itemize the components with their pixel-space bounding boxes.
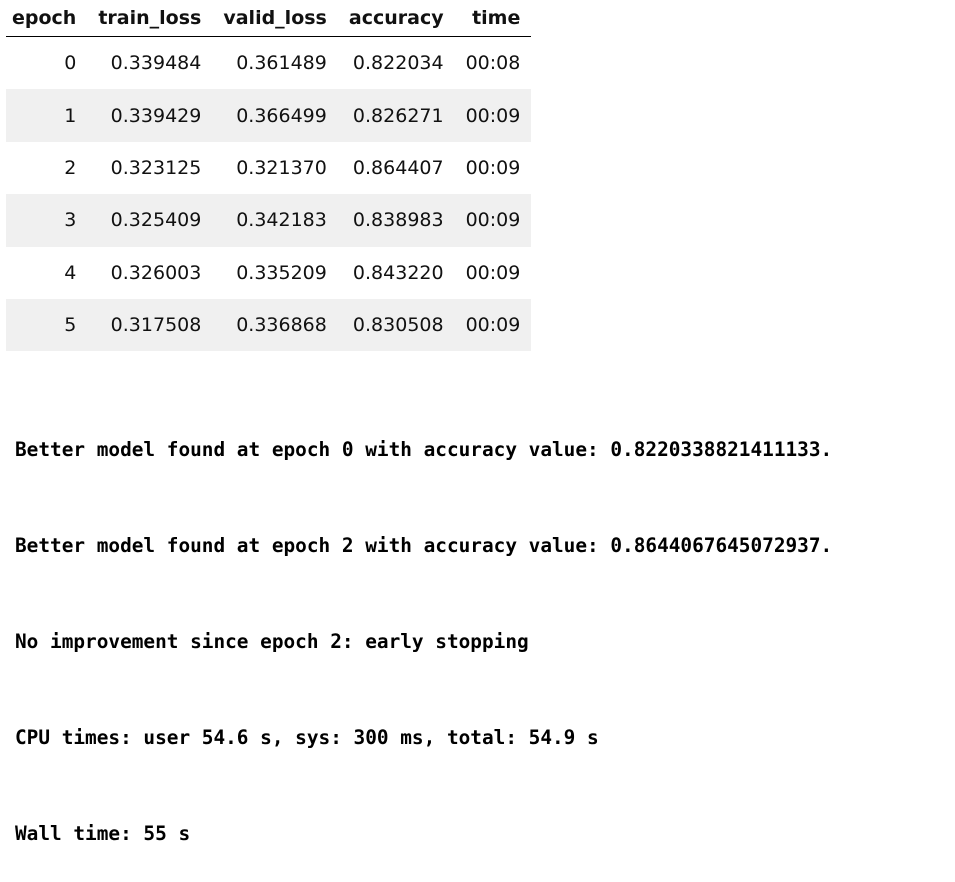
log-line-best-epoch-2: Better model found at epoch 2 with accur… (15, 534, 833, 557)
cell-accuracy: 0.822034 (352, 52, 444, 75)
log-line-early-stopping: No improvement since epoch 2: early stop… (15, 630, 529, 653)
log-line-best-epoch-0: Better model found at epoch 0 with accur… (15, 438, 833, 461)
cell-valid-loss: 0.335209 (236, 261, 327, 284)
cell-time: 00:09 (454, 298, 532, 352)
cell-train-loss: 0.323125 (110, 156, 202, 179)
cell-accuracy: 0.838983 (337, 194, 455, 247)
cell-valid-loss: 0.342183 (212, 194, 338, 247)
column-header-time: time (454, 0, 532, 37)
cell-train-loss: 0.339429 (87, 89, 213, 142)
cell-accuracy: 0.843220 (352, 261, 444, 284)
table-row: 2 0.323125 0.321370 0.864407 00:09 (6, 142, 531, 194)
table-row: 0 0.339484 0.361489 0.822034 00:08 (6, 37, 531, 90)
cell-epoch: 3 (6, 194, 88, 247)
cell-epoch: 0 (64, 52, 77, 75)
cell-time: 00:09 (454, 89, 532, 142)
column-header-train-loss: train_loss (87, 0, 213, 37)
cell-epoch: 4 (64, 261, 77, 284)
cell-valid-loss: 0.366499 (212, 89, 338, 142)
cell-epoch: 5 (6, 298, 88, 352)
table-row: 5 0.317508 0.336868 0.830508 00:09 (6, 298, 532, 352)
cell-valid-loss: 0.336868 (212, 298, 338, 352)
cell-valid-loss: 0.361489 (236, 52, 327, 75)
table-header-row: epoch train_loss valid_loss accuracy tim… (6, 0, 532, 37)
column-header-accuracy: accuracy (337, 0, 455, 37)
cell-time: 00:08 (465, 52, 521, 75)
table-row: 4 0.326003 0.335209 0.843220 00:09 (6, 247, 531, 299)
cell-epoch: 1 (6, 89, 88, 142)
log-line-cpu-times: CPU times: user 54.6 s, sys: 300 ms, tot… (15, 726, 599, 749)
column-header-epoch: epoch (6, 0, 88, 37)
cell-accuracy: 0.830508 (337, 298, 455, 352)
cell-epoch: 2 (64, 156, 77, 179)
column-header-valid-loss: valid_loss (212, 0, 338, 37)
cell-train-loss: 0.325409 (87, 194, 213, 247)
training-results-table: epoch train_loss valid_loss accuracy tim… (6, 0, 532, 352)
cell-accuracy: 0.826271 (337, 89, 455, 142)
cell-time: 00:09 (465, 261, 521, 284)
cell-valid-loss: 0.321370 (236, 156, 327, 179)
cell-time: 00:09 (454, 194, 532, 247)
cell-time: 00:09 (465, 156, 521, 179)
cell-train-loss: 0.326003 (110, 261, 202, 284)
cell-train-loss: 0.339484 (110, 52, 202, 75)
cell-output-log: Better model found at epoch 0 with accur… (15, 370, 832, 882)
table-row: 3 0.325409 0.342183 0.838983 00:09 (6, 194, 532, 247)
cell-accuracy: 0.864407 (352, 156, 444, 179)
cell-train-loss: 0.317508 (87, 298, 213, 352)
table-row: 1 0.339429 0.366499 0.826271 00:09 (6, 89, 532, 142)
log-line-wall-time: Wall time: 55 s (15, 822, 191, 845)
